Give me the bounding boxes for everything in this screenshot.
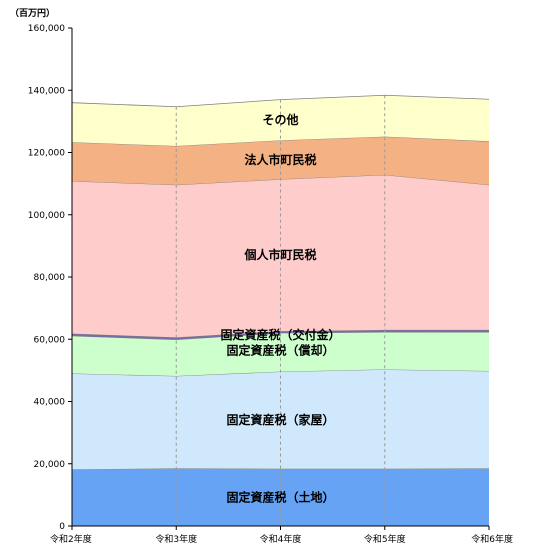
series-label-6: その他 (262, 112, 298, 127)
x-tick-label: 令和2年度 (50, 533, 92, 545)
y-tick-label: 20,000 (34, 460, 66, 470)
x-tick-label: 令和4年度 (260, 533, 302, 545)
series-label-4: 個人市町民税 (243, 247, 316, 262)
area-series-3 (72, 329, 489, 340)
y-tick-label: 40,000 (34, 398, 66, 408)
x-tick-label: 令和3年度 (155, 533, 197, 545)
x-tick-label: 令和6年度 (471, 533, 513, 545)
series-label-3: 固定資産税（交付金） (220, 327, 340, 342)
area-series-3-edge (71, 329, 489, 338)
series-labels: 固定資産税（土地） 固定資産税（家屋） 固定資産税（償却）固定資産税（交付金） 個人市… (220, 112, 340, 504)
y-tick-label: 120,000 (28, 149, 65, 159)
y-tick-label: 160,000 (28, 24, 65, 34)
y-axis-unit: （百万円） (10, 8, 55, 19)
series-label-0: 固定資産税（土地） (226, 489, 334, 504)
x-tick-label: 令和5年度 (364, 533, 406, 545)
y-tick-label: 100,000 (28, 211, 65, 221)
axes: 0 20,000 40,000 60,000 80,000 100,000 120,000 1… (28, 24, 513, 545)
y-tick-label: 80,000 (34, 273, 66, 283)
y-tick-label: 140,000 (28, 86, 65, 96)
category-dividers (175, 95, 386, 526)
series-label-5: 法人市町民税 (244, 152, 316, 167)
series-label-1: 固定資産税（家屋） (226, 412, 334, 427)
y-tick-label: 0 (59, 522, 65, 532)
series-label-2: 固定資産税（償却） (226, 342, 334, 357)
y-tick-label: 60,000 (34, 335, 66, 345)
